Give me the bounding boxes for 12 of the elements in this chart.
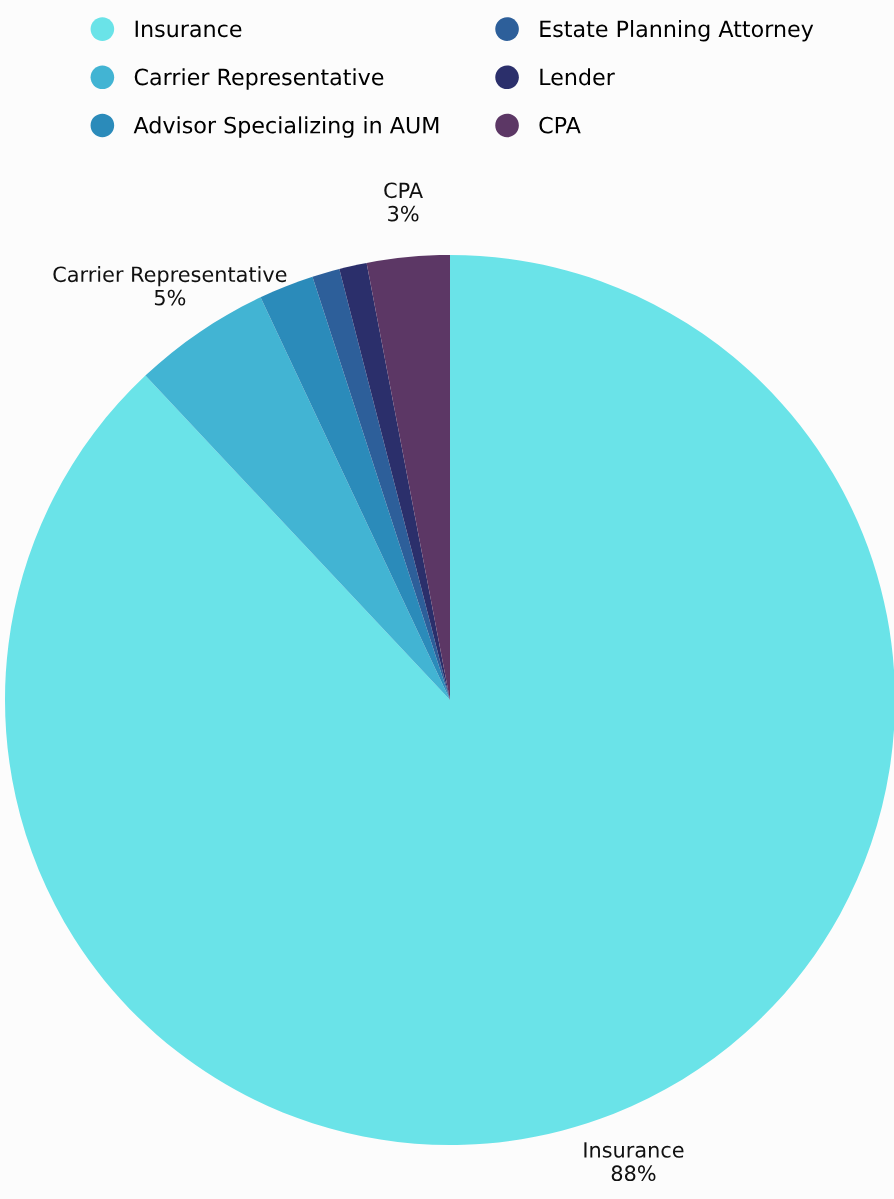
slice-label: CPA xyxy=(384,182,423,199)
legend-label: CPA xyxy=(539,116,581,134)
legend-label: Advisor Specializing in AUM xyxy=(133,116,439,138)
data-label: 5% xyxy=(154,289,186,306)
legend-label: Estate Planning Attorney xyxy=(540,20,814,42)
slice-label: Insurance xyxy=(584,1142,684,1158)
slice-label: Carrier Representative xyxy=(53,266,287,287)
data-label: 88% xyxy=(611,1165,656,1182)
legend-label: Carrier Representative xyxy=(134,68,384,90)
legend-label: Insurance xyxy=(135,20,242,38)
legend-label: Lender xyxy=(540,68,615,86)
data-label: 3% xyxy=(388,205,419,222)
